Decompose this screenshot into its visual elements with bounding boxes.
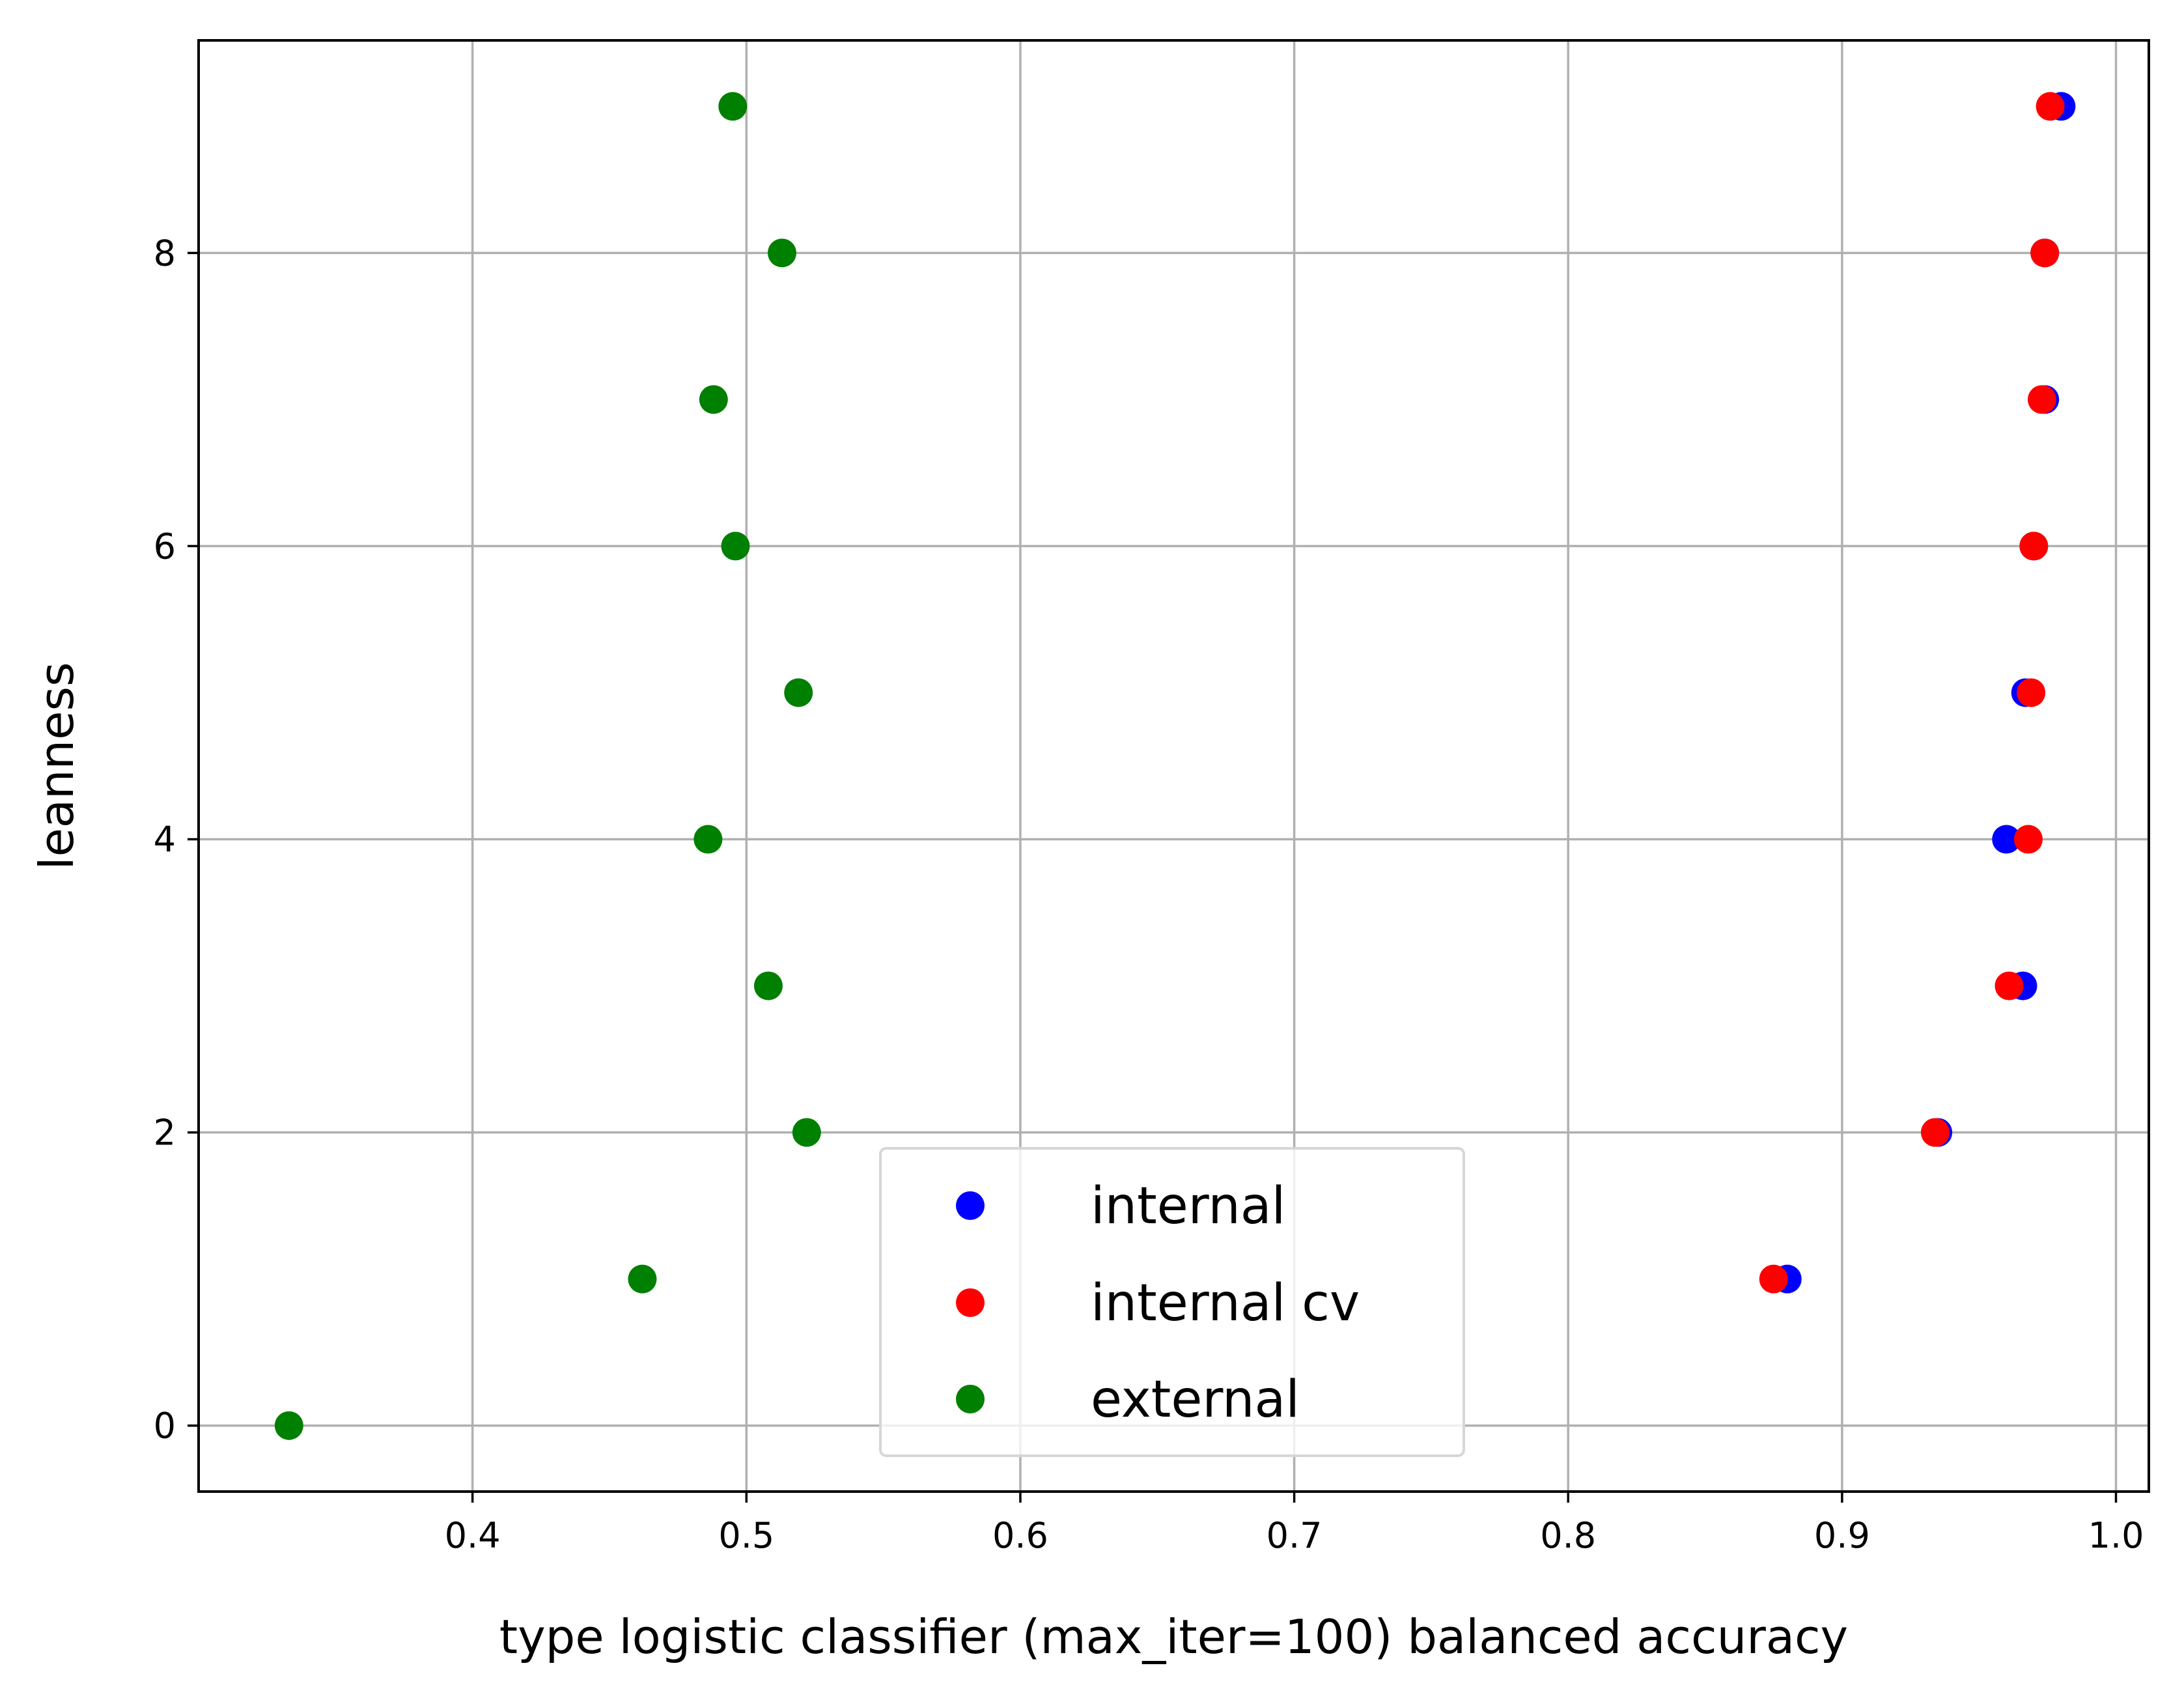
point-internal-cv	[2013, 825, 2043, 854]
point-external	[693, 825, 723, 854]
plot-frame	[197, 39, 2150, 1493]
point-internal-cv	[2017, 678, 2046, 707]
point-internal-cv	[1920, 1118, 1950, 1147]
y-tick-label: 6	[154, 526, 176, 567]
x-tick-label: 0.7	[1267, 1515, 1323, 1556]
legend-box	[879, 1147, 1465, 1457]
y-axis-label: leanness	[29, 662, 84, 870]
y-tick-label: 8	[154, 233, 176, 274]
axis-ticks: 0.4 0.5 0.6 0.7 0.8 0.9 1.0 0 2 4 6 8	[154, 233, 2144, 1556]
point-internal	[1992, 825, 2021, 854]
point-internal-cv	[2019, 531, 2049, 561]
point-external	[718, 92, 748, 121]
point-external	[274, 1411, 303, 1440]
x-axis-label: type logistic classifier (max_iter=100) …	[499, 1609, 1848, 1664]
point-external	[792, 1118, 821, 1147]
x-tick-label: 0.6	[992, 1515, 1048, 1556]
x-tick-label: 0.8	[1540, 1515, 1596, 1556]
legend-marker	[956, 1288, 985, 1317]
legend-marker	[956, 1385, 985, 1413]
y-tick-label: 0	[154, 1406, 176, 1447]
legend: internal internal cv external	[879, 1147, 1465, 1457]
point-external	[784, 678, 813, 707]
point-external	[767, 238, 796, 268]
point-external	[699, 385, 728, 414]
point-internal-cv	[2036, 92, 2065, 121]
point-internal-cv	[1759, 1264, 1788, 1294]
x-tick-label: 0.5	[718, 1515, 774, 1556]
y-tick-label: 4	[154, 819, 176, 860]
grid-lines	[199, 40, 2149, 1492]
point-internal-cv	[2030, 238, 2060, 268]
point-external	[721, 531, 750, 561]
point-internal-cv	[2027, 385, 2056, 414]
legend-marker	[956, 1191, 985, 1220]
point-external	[753, 971, 783, 1000]
legend-label: internal cv	[1091, 1274, 1360, 1333]
legend-label: internal	[1091, 1177, 1285, 1236]
legend-label: external	[1091, 1370, 1300, 1429]
x-tick-label: 0.9	[1814, 1515, 1870, 1556]
point-internal-cv	[1995, 971, 2024, 1000]
point-external	[628, 1264, 657, 1294]
x-tick-label: 0.4	[445, 1515, 501, 1556]
data-points	[274, 92, 2076, 1440]
y-tick-label: 2	[154, 1112, 176, 1154]
x-tick-label: 1.0	[2088, 1515, 2144, 1556]
